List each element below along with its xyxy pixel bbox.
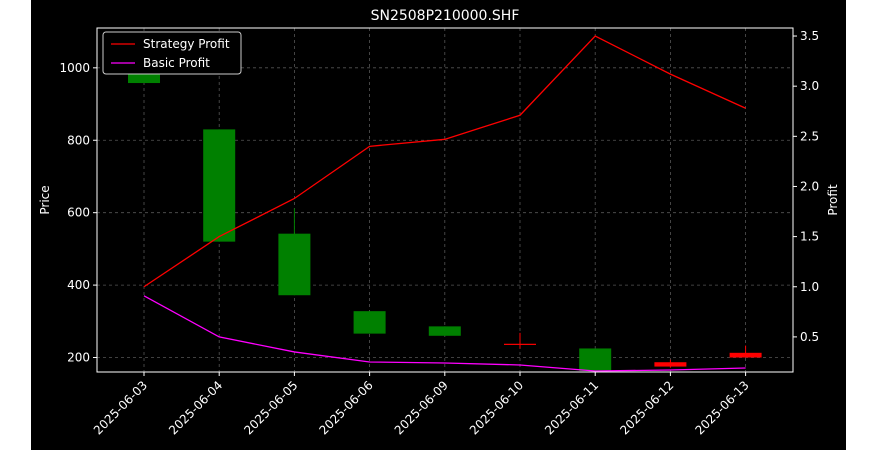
- x-tick-label: 2025-06-04: [166, 378, 225, 437]
- candle-body: [504, 343, 536, 345]
- y-tick-label: 200: [67, 351, 90, 365]
- y2-tick-label: 0.5: [800, 330, 819, 344]
- chart-title: SN2508P210000.SHF: [371, 8, 520, 24]
- candle-body: [729, 352, 762, 358]
- candle-body: [353, 311, 386, 334]
- y2-tick-label: 1.0: [800, 280, 819, 294]
- x-tick-label: 2025-06-09: [392, 378, 451, 437]
- grid: [97, 28, 793, 372]
- y-tick-label: 800: [67, 133, 90, 147]
- candle-body: [428, 326, 461, 336]
- left-axis: 200 400 600 800 1000: [59, 61, 97, 365]
- x-tick-label: 2025-06-13: [693, 378, 752, 437]
- candle-body: [579, 348, 612, 371]
- plot-frame: [96, 27, 794, 373]
- profit-lines: [143, 35, 746, 372]
- legend-label-basic: Basic Profit: [143, 56, 210, 70]
- x-tick-label: 2025-06-05: [241, 378, 300, 437]
- candle-body: [278, 233, 311, 296]
- y2-tick-label: 2.5: [800, 129, 819, 143]
- y-axis-label: Price: [38, 185, 52, 214]
- y2-tick-label: 2.0: [800, 179, 819, 193]
- y-tick-label: 600: [67, 206, 90, 220]
- y2-tick-label: 3.5: [800, 29, 819, 43]
- x-axis: 2025-06-03 2025-06-04 2025-06-05 2025-06-06…: [91, 372, 752, 437]
- x-tick-label: 2025-06-03: [91, 378, 150, 437]
- y2-tick-label: 3.0: [800, 79, 819, 93]
- strategy-profit-line: [143, 35, 746, 288]
- legend: Strategy Profit Basic Profit: [102, 31, 242, 75]
- x-tick-label: 2025-06-06: [317, 378, 376, 437]
- legend-label-strategy: Strategy Profit: [143, 37, 230, 51]
- basic-profit-line: [143, 295, 746, 372]
- x-tick-label: 2025-06-12: [617, 378, 676, 437]
- y-tick-label: 400: [67, 278, 90, 292]
- x-tick-label: 2025-06-11: [542, 378, 601, 437]
- candle-body: [654, 362, 687, 367]
- y2-axis-label: Profit: [826, 184, 840, 216]
- x-tick-label: 2025-06-10: [467, 378, 526, 437]
- candlestick-chart: 200 400 600 800 1000 0.5 1.0 1.5 2.0 2.5 3.0 3.5 2…: [38, 8, 840, 437]
- candle-body: [203, 129, 236, 242]
- right-axis: 0.5 1.0 1.5 2.0 2.5 3.0 3.5: [793, 29, 819, 344]
- y2-tick-label: 1.5: [800, 230, 819, 244]
- legend-box: [102, 31, 242, 75]
- chart-figure: 200 400 600 800 1000 0.5 1.0 1.5 2.0 2.5 3.0 3.5 2…: [31, 0, 846, 450]
- y-tick-label: 1000: [59, 61, 90, 75]
